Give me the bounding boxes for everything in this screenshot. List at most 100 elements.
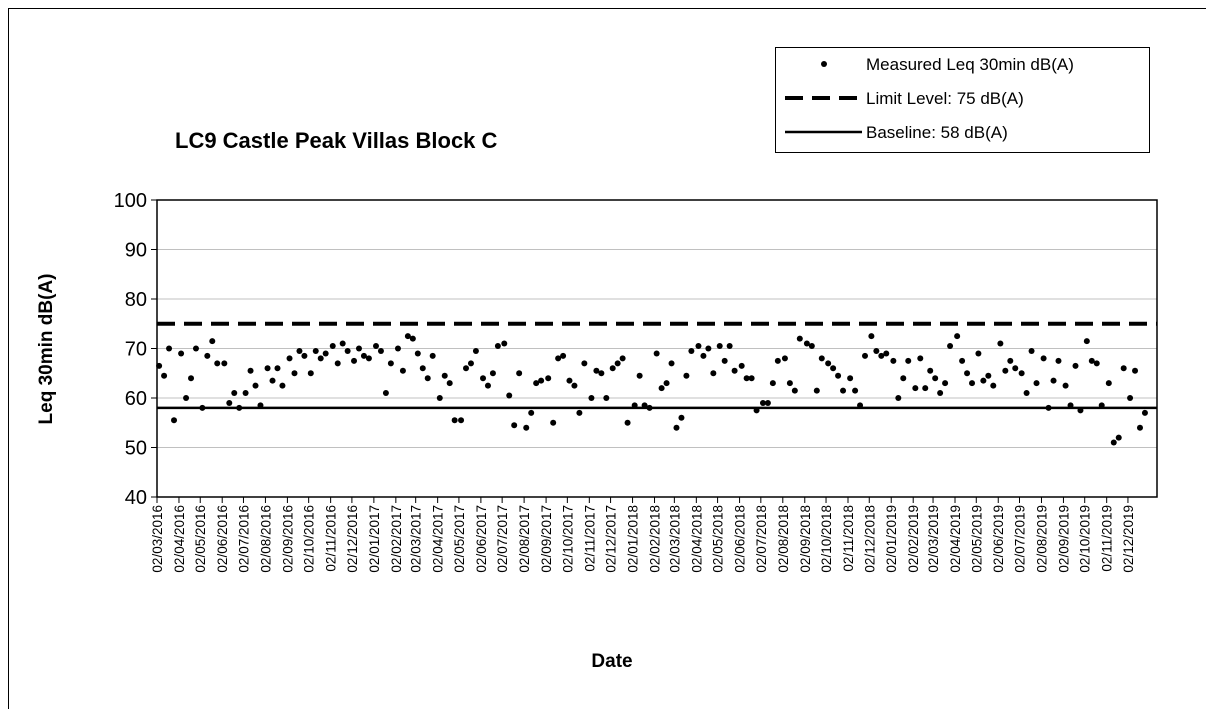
data-point bbox=[813, 387, 820, 394]
data-point bbox=[980, 377, 987, 384]
data-point bbox=[523, 424, 530, 431]
data-point bbox=[516, 370, 523, 377]
data-point bbox=[721, 357, 728, 364]
y-tick-label: 70 bbox=[125, 339, 147, 361]
data-point bbox=[636, 372, 643, 379]
x-tick-label: 02/10/2017 bbox=[560, 505, 575, 573]
data-point bbox=[1007, 357, 1014, 364]
data-point bbox=[774, 357, 781, 364]
data-point bbox=[738, 362, 745, 369]
data-point bbox=[296, 347, 303, 354]
data-point bbox=[964, 370, 971, 377]
data-point bbox=[1012, 365, 1019, 372]
data-point bbox=[467, 360, 474, 367]
data-point bbox=[852, 387, 859, 394]
chart-title: LC9 Castle Peak Villas Block C bbox=[175, 128, 498, 153]
legend-box bbox=[775, 47, 1150, 153]
data-point bbox=[1050, 377, 1057, 384]
data-point bbox=[1028, 347, 1035, 354]
data-point bbox=[247, 367, 254, 374]
data-point bbox=[581, 360, 588, 367]
x-tick-label: 02/05/2019 bbox=[969, 505, 984, 573]
data-point bbox=[360, 352, 367, 359]
data-point bbox=[890, 357, 897, 364]
x-tick-label: 02/03/2019 bbox=[926, 505, 941, 573]
data-point bbox=[1127, 395, 1134, 401]
data-point bbox=[252, 382, 259, 389]
data-point bbox=[969, 380, 976, 387]
data-point bbox=[942, 380, 949, 387]
data-point bbox=[511, 422, 518, 429]
data-point bbox=[436, 395, 443, 401]
data-point bbox=[221, 360, 228, 367]
data-point bbox=[753, 407, 760, 414]
x-tick-label: 02/03/2017 bbox=[409, 505, 424, 573]
data-point bbox=[399, 367, 406, 374]
data-point bbox=[731, 367, 738, 374]
data-point bbox=[231, 390, 238, 397]
data-point bbox=[236, 404, 243, 411]
data-point bbox=[1136, 424, 1143, 431]
x-tick-label: 02/07/2017 bbox=[495, 505, 510, 573]
y-tick-label: 40 bbox=[125, 487, 147, 509]
data-point bbox=[377, 347, 384, 354]
legend: Measured Leq 30min dB(A) Limit Level: 75 … bbox=[775, 47, 1150, 153]
data-point bbox=[912, 385, 919, 392]
data-point bbox=[204, 352, 211, 359]
data-point bbox=[1115, 434, 1122, 441]
data-point bbox=[171, 417, 178, 424]
x-tick-label: 02/09/2019 bbox=[1056, 505, 1071, 573]
legend-label: Limit Level: 75 dB(A) bbox=[866, 89, 1024, 108]
x-tick-label: 02/02/2019 bbox=[906, 505, 921, 573]
data-point bbox=[560, 352, 567, 359]
data-point bbox=[339, 340, 346, 347]
data-point bbox=[598, 370, 605, 377]
data-point bbox=[419, 365, 426, 372]
data-point bbox=[458, 417, 465, 424]
x-tick-label: 02/07/2016 bbox=[236, 505, 251, 573]
data-point bbox=[873, 347, 880, 354]
x-tick-label: 02/04/2018 bbox=[689, 505, 704, 573]
y-tick-label: 90 bbox=[125, 240, 147, 262]
data-point bbox=[668, 360, 675, 367]
data-point bbox=[796, 335, 803, 342]
data-point bbox=[351, 357, 358, 364]
data-point bbox=[781, 355, 788, 362]
data-point bbox=[900, 375, 907, 382]
x-tick-label: 02/05/2018 bbox=[711, 505, 726, 573]
data-point bbox=[156, 362, 163, 369]
data-point bbox=[646, 404, 653, 411]
x-tick-label: 02/06/2019 bbox=[991, 505, 1006, 573]
data-point bbox=[394, 345, 401, 352]
x-tick-label: 02/04/2016 bbox=[172, 505, 187, 573]
data-point bbox=[317, 355, 324, 362]
data-point bbox=[334, 360, 341, 367]
data-point bbox=[576, 409, 583, 416]
data-point bbox=[188, 375, 195, 382]
data-point bbox=[927, 367, 934, 374]
data-point bbox=[166, 345, 173, 352]
data-point bbox=[959, 357, 966, 364]
data-point bbox=[161, 372, 168, 379]
x-tick-label: 02/12/2017 bbox=[604, 505, 619, 573]
data-point bbox=[985, 372, 992, 379]
data-point bbox=[975, 350, 982, 357]
y-tick-label: 60 bbox=[125, 388, 147, 410]
data-point bbox=[199, 404, 206, 411]
data-point bbox=[533, 380, 540, 387]
data-point bbox=[242, 390, 249, 397]
x-tick-label: 02/03/2018 bbox=[667, 505, 682, 573]
data-point bbox=[355, 345, 362, 352]
data-point bbox=[1083, 338, 1090, 345]
data-point bbox=[663, 380, 670, 387]
x-tick-label: 02/09/2017 bbox=[539, 505, 554, 573]
data-point bbox=[472, 347, 479, 354]
data-point bbox=[791, 387, 798, 394]
x-axis-label: Date bbox=[591, 651, 632, 672]
data-point bbox=[603, 395, 610, 401]
data-point bbox=[1023, 390, 1030, 397]
data-point bbox=[688, 347, 695, 354]
data-point bbox=[683, 372, 690, 379]
data-point bbox=[463, 365, 470, 372]
